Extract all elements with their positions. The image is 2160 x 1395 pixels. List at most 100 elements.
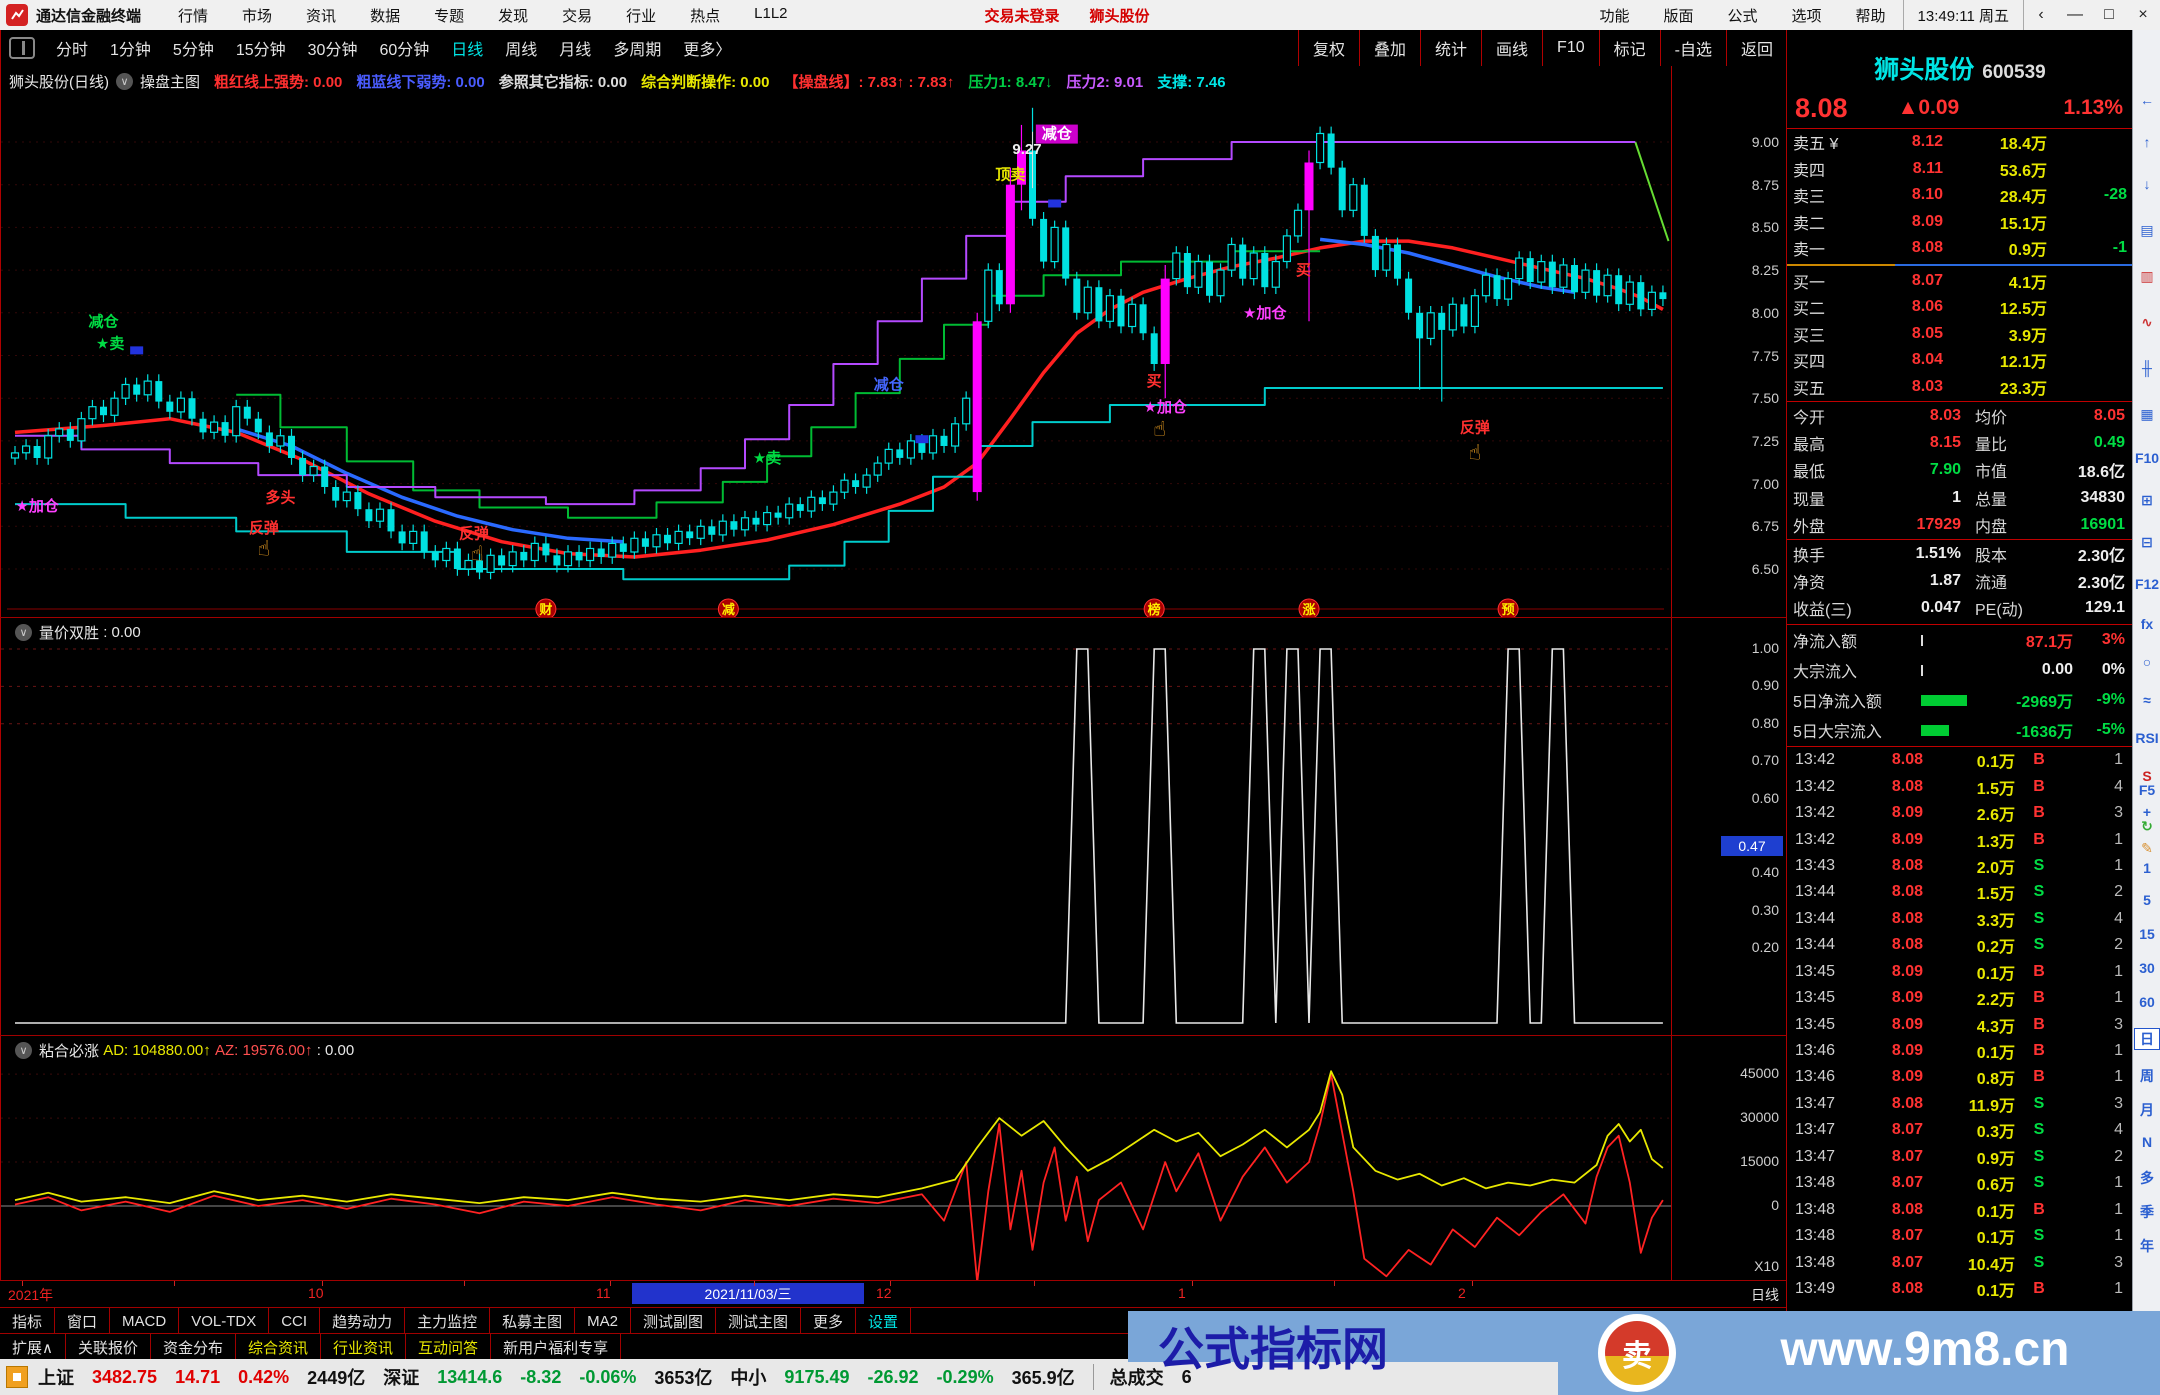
menu-item-帮助[interactable]: 帮助	[1855, 7, 1886, 25]
tab-资金分布[interactable]: 资金分布	[151, 1334, 237, 1360]
menu-item-行业[interactable]: 行业	[626, 7, 657, 25]
menu-item-选项[interactable]: 选项	[1791, 7, 1822, 25]
login-status[interactable]: 交易未登录	[984, 7, 1060, 25]
bottom-indicator-name[interactable]: 粘合必涨	[39, 1043, 100, 1060]
menu-item-热点[interactable]: 热点	[690, 7, 721, 25]
tab-主力监控[interactable]: 主力监控	[405, 1308, 491, 1334]
side-button-日[interactable]: 日	[2134, 1028, 2160, 1050]
trade-row[interactable]: 13:48 8.07 0.6万 S 1	[1795, 1174, 2123, 1195]
toolbar-button-叠加[interactable]: 叠加	[1359, 30, 1420, 66]
period-更多〉[interactable]: 更多〉	[683, 42, 732, 59]
split-screen-icon[interactable]	[9, 37, 35, 59]
period-多周期[interactable]: 多周期	[613, 42, 662, 59]
menu-item-资讯[interactable]: 资讯	[306, 7, 337, 25]
tab-窗口[interactable]: 窗口	[55, 1308, 111, 1334]
period-30分钟[interactable]: 30分钟	[307, 42, 358, 59]
side-button-15[interactable]: 15	[2139, 926, 2155, 942]
trade-row[interactable]: 13:49 8.08 0.1万 B 1	[1795, 1279, 2123, 1300]
market-status-icon[interactable]	[6, 1366, 28, 1388]
trade-row[interactable]: 13:48 8.08 0.1万 B 1	[1795, 1200, 2123, 1221]
menu-item-功能[interactable]: 功能	[1599, 7, 1630, 25]
menu-item-版面[interactable]: 版面	[1663, 7, 1694, 25]
trade-row[interactable]: 13:45 8.09 0.1万 B 1	[1795, 962, 2123, 983]
tab-MACD[interactable]: MACD	[110, 1308, 180, 1334]
side-button-F12[interactable]: F12	[2134, 576, 2160, 592]
side-button-▤[interactable]: ▤	[2140, 222, 2154, 238]
side-button-╫[interactable]: ╫	[2142, 360, 2152, 376]
order-book-row[interactable]: 买四 8.04 12.1万	[1793, 351, 2047, 372]
side-button-↑[interactable]: ↑	[2143, 134, 2151, 150]
trade-row[interactable]: 13:42 8.09 2.6万 B 3	[1795, 804, 2123, 825]
menu-item-市场[interactable]: 市场	[242, 7, 273, 25]
side-button-∿[interactable]: ∿	[2141, 314, 2153, 330]
order-book-row[interactable]: 买五 8.03 23.3万	[1793, 377, 2047, 398]
side-button-○[interactable]: ○	[2142, 654, 2152, 670]
tab-综合资讯[interactable]: 综合资讯	[236, 1334, 322, 1360]
order-book-row[interactable]: 卖二 8.09 15.1万	[1793, 212, 2047, 233]
menu-item-数据[interactable]: 数据	[370, 7, 401, 25]
toolbar-button-F10[interactable]: F10	[1542, 30, 1599, 66]
side-button-5[interactable]: 5	[2143, 892, 2151, 908]
side-button-周[interactable]: 周	[2140, 1068, 2154, 1084]
trade-row[interactable]: 13:47 8.08 11.9万 S 3	[1795, 1094, 2123, 1115]
tab-指标[interactable]: 指标	[0, 1308, 56, 1334]
side-button-↓[interactable]: ↓	[2143, 176, 2151, 192]
mid-indicator-name[interactable]: 量价双胜	[39, 625, 100, 642]
menu-item-交易[interactable]: 交易	[562, 7, 593, 25]
tab-行业资讯[interactable]: 行业资讯	[321, 1334, 407, 1360]
mid-indicator-chart[interactable]	[0, 617, 1672, 1036]
side-button-▦[interactable]: ▦	[2140, 406, 2154, 422]
trade-row[interactable]: 13:42 8.08 0.1万 B 1	[1795, 751, 2123, 772]
order-book-row[interactable]: 卖一 8.08 0.9万 -1	[1793, 239, 2127, 260]
toolbar-button-复权[interactable]: 复权	[1297, 30, 1359, 66]
tab-MA2[interactable]: MA2	[575, 1308, 631, 1334]
tab-新用户福利专享[interactable]: 新用户福利专享	[491, 1334, 622, 1360]
trade-row[interactable]: 13:44 8.08 3.3万 S 4	[1795, 909, 2123, 930]
side-button-▥[interactable]: ▥	[2140, 268, 2154, 284]
window-button-0[interactable]: ‹	[2038, 6, 2044, 23]
order-book-row[interactable]: 买二 8.06 12.5万	[1793, 298, 2047, 319]
side-button-30[interactable]: 30	[2139, 960, 2155, 976]
period-周线[interactable]: 周线	[505, 42, 538, 59]
side-button-↻[interactable]: ↻	[2141, 818, 2153, 834]
menu-item-专题[interactable]: 专题	[434, 7, 465, 25]
side-button-多[interactable]: 多	[2140, 1170, 2154, 1186]
period-5分钟[interactable]: 5分钟	[172, 42, 214, 59]
window-button-3[interactable]: ×	[2138, 6, 2148, 23]
chevron-down-icon[interactable]: ∨	[116, 73, 133, 90]
chevron-down-icon[interactable]: ∨	[15, 1042, 32, 1059]
period-日线[interactable]: 日线	[451, 42, 484, 59]
side-button-⊟[interactable]: ⊟	[2141, 534, 2153, 550]
trade-row[interactable]: 13:45 8.09 2.2万 B 1	[1795, 989, 2123, 1010]
toolbar-button-统计[interactable]: 统计	[1420, 30, 1481, 66]
tab-VOL-TDX[interactable]: VOL-TDX	[179, 1308, 270, 1334]
active-stock-label[interactable]: 狮头股份	[1089, 7, 1150, 25]
trade-row[interactable]: 13:42 8.09 1.3万 B 1	[1795, 830, 2123, 851]
side-button-60[interactable]: 60	[2139, 994, 2155, 1010]
tab-私募主图[interactable]: 私募主图	[490, 1308, 576, 1334]
trade-row[interactable]: 13:46 8.09 0.1万 B 1	[1795, 1042, 2123, 1063]
toolbar-button-标记[interactable]: 标记	[1598, 30, 1660, 66]
side-button-月[interactable]: 月	[2140, 1102, 2154, 1118]
layout-name[interactable]: 操盘主图	[140, 74, 201, 91]
menu-item-L1L2[interactable]: L1L2	[754, 4, 788, 22]
menu-item-行情[interactable]: 行情	[178, 7, 209, 25]
trade-row[interactable]: 13:47 8.07 0.9万 S 2	[1795, 1147, 2123, 1168]
toolbar-button-画线[interactable]: 画线	[1481, 30, 1542, 66]
period-月线[interactable]: 月线	[559, 42, 592, 59]
trade-row[interactable]: 13:48 8.07 10.4万 S 3	[1795, 1253, 2123, 1274]
side-button-F10[interactable]: F10	[2134, 450, 2160, 466]
chevron-down-icon[interactable]: ∨	[15, 624, 32, 641]
side-button-S[interactable]: S	[2142, 768, 2152, 784]
trade-row[interactable]: 13:42 8.08 1.5万 B 4	[1795, 777, 2123, 798]
tab-趋势动力[interactable]: 趋势动力	[320, 1308, 406, 1334]
menu-item-公式[interactable]: 公式	[1727, 7, 1758, 25]
side-button-←[interactable]: ←	[2140, 92, 2154, 108]
side-button-RSI[interactable]: RSI	[2135, 730, 2159, 746]
window-button-1[interactable]: —	[2067, 6, 2083, 23]
tick-trade-list[interactable]: 13:42 8.08 0.1万 B 1 13:42 8.08 1.5万 B 4 13:4…	[1787, 746, 2133, 1302]
order-book-row[interactable]: 买三 8.05 3.9万	[1793, 324, 2047, 345]
trade-row[interactable]: 13:43 8.08 2.0万 S 1	[1795, 856, 2123, 877]
tab-CCI[interactable]: CCI	[269, 1308, 321, 1334]
